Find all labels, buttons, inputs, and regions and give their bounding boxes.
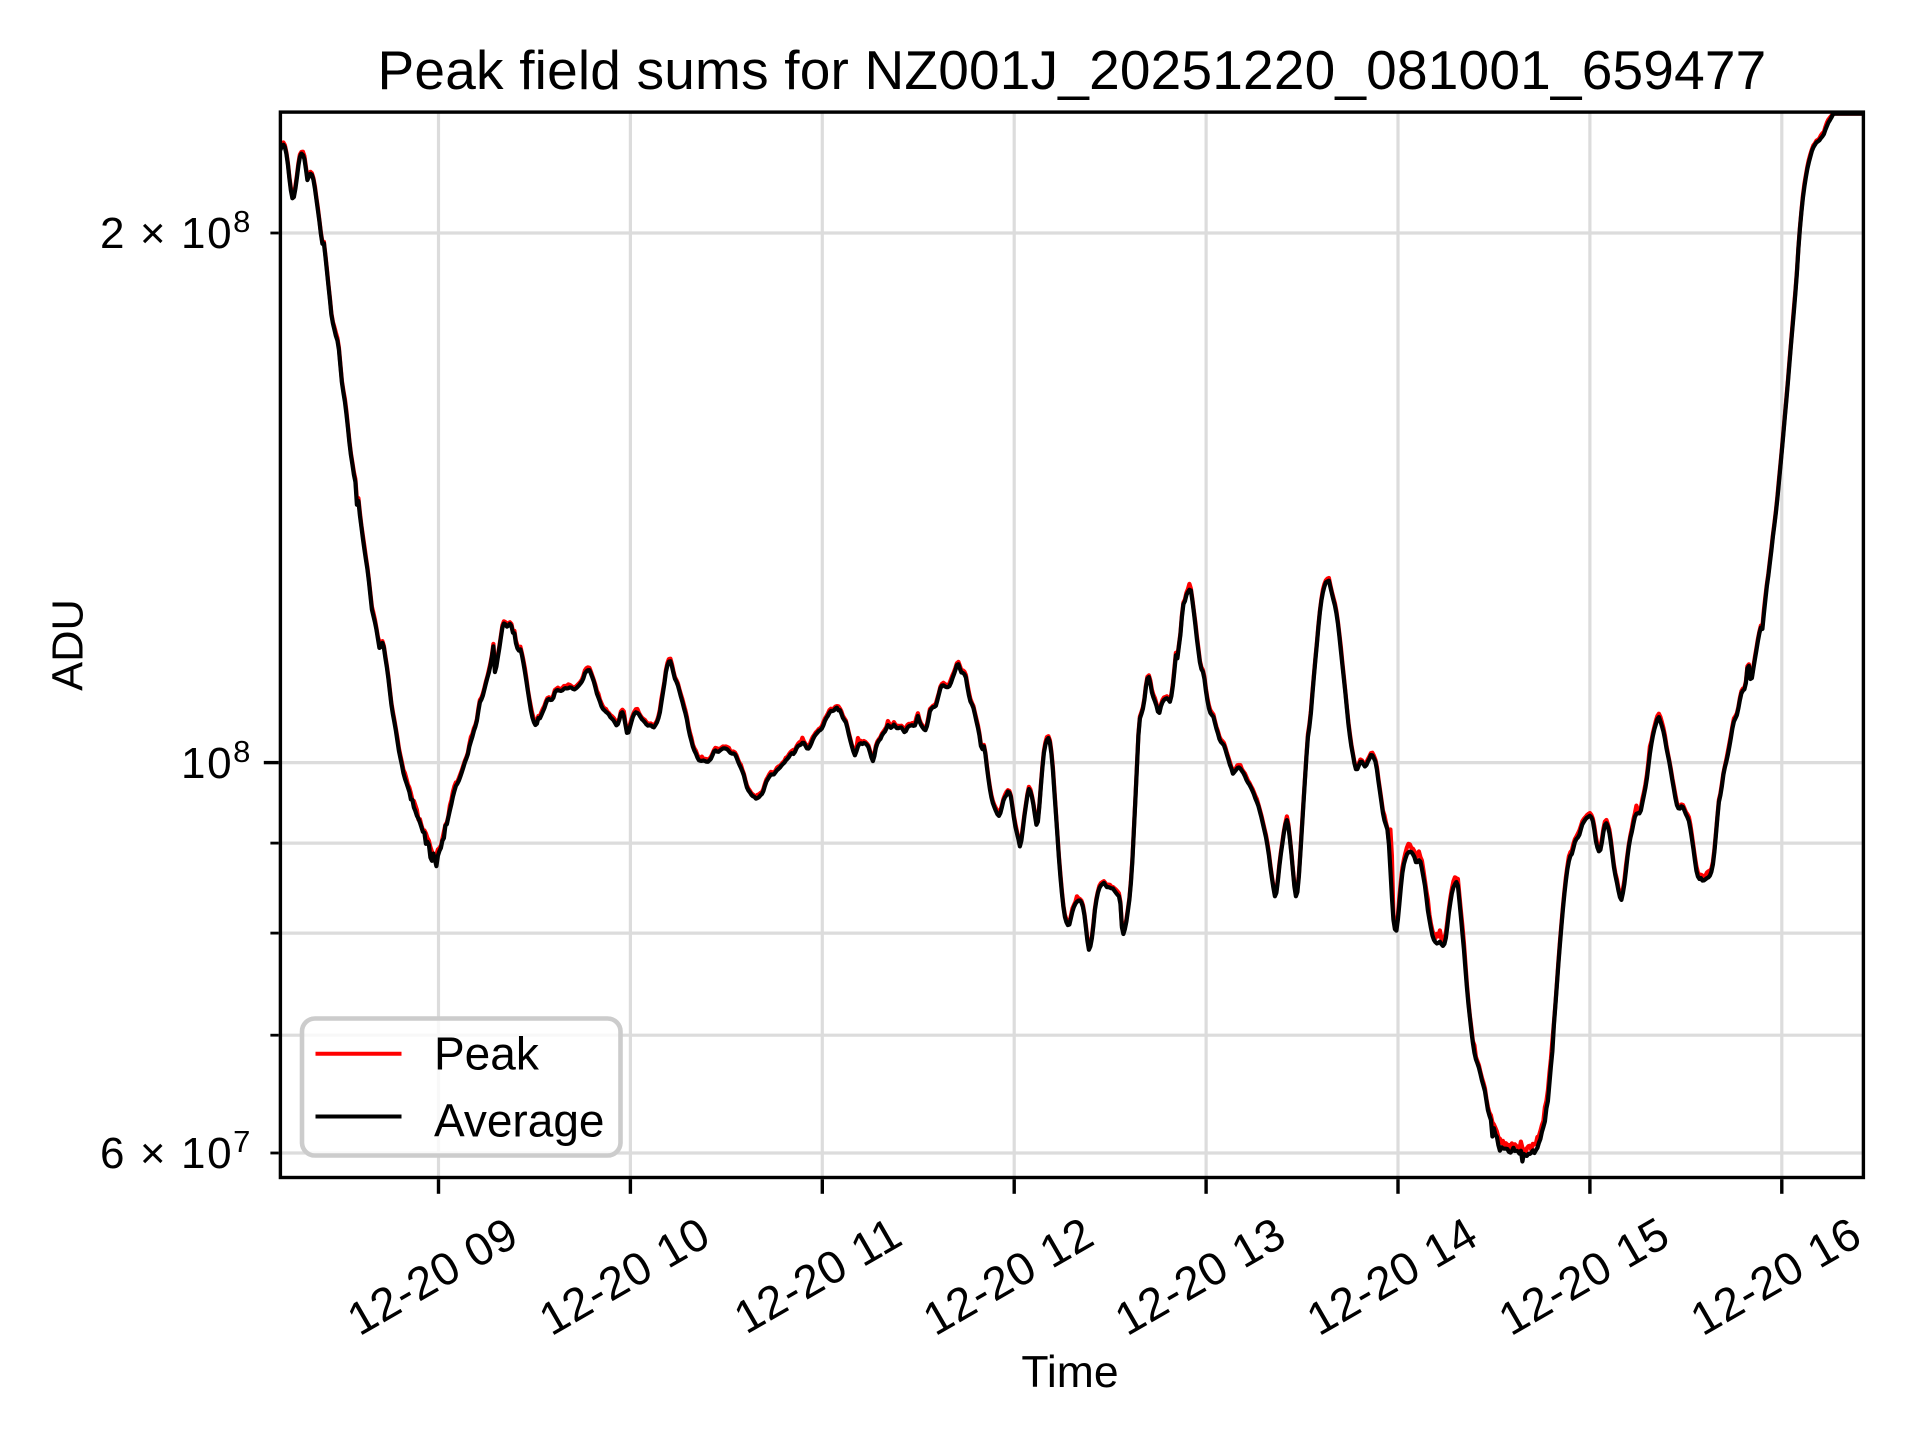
svg-text:Peak field sums for NZ001J_202: Peak field sums for NZ001J_20251220_0810…: [378, 39, 1767, 101]
svg-text:Time: Time: [1021, 1348, 1118, 1397]
svg-text:Average: Average: [434, 1095, 605, 1147]
svg-text:6 × 107: 6 × 107: [100, 1124, 252, 1178]
svg-text:Peak: Peak: [434, 1028, 540, 1080]
svg-text:2 × 108: 2 × 108: [100, 204, 252, 258]
svg-text:ADU: ADU: [45, 599, 93, 691]
